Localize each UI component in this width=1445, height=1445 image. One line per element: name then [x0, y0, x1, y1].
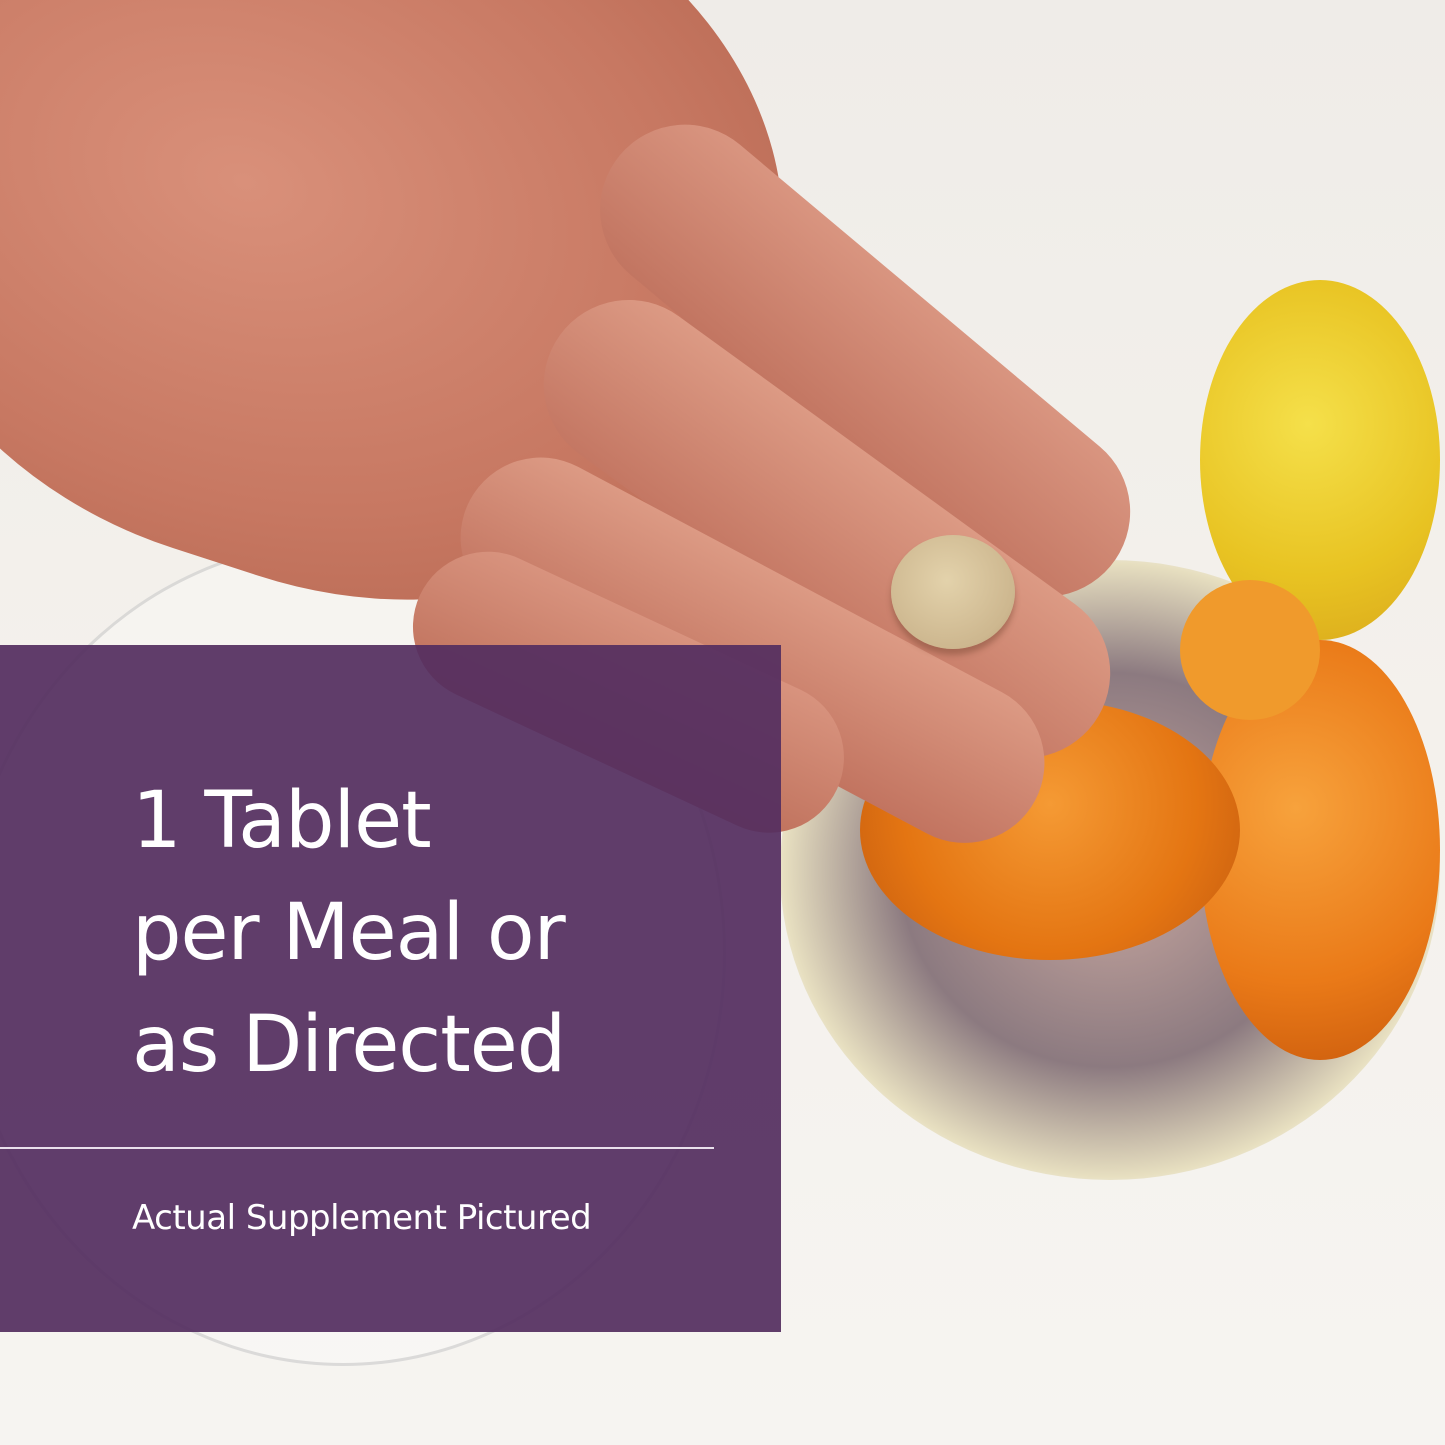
headline-line: per Meal or	[132, 888, 566, 978]
caption: Actual Supplement Pictured	[132, 1198, 592, 1238]
dosage-headline: 1 Tablet per Meal or as Directed	[132, 765, 772, 1101]
orange	[1180, 580, 1320, 720]
headline-line: as Directed	[132, 1000, 566, 1090]
headline-line: 1 Tablet	[132, 776, 432, 866]
info-overlay	[0, 645, 781, 1332]
tablet	[891, 535, 1015, 649]
divider	[0, 1147, 714, 1149]
